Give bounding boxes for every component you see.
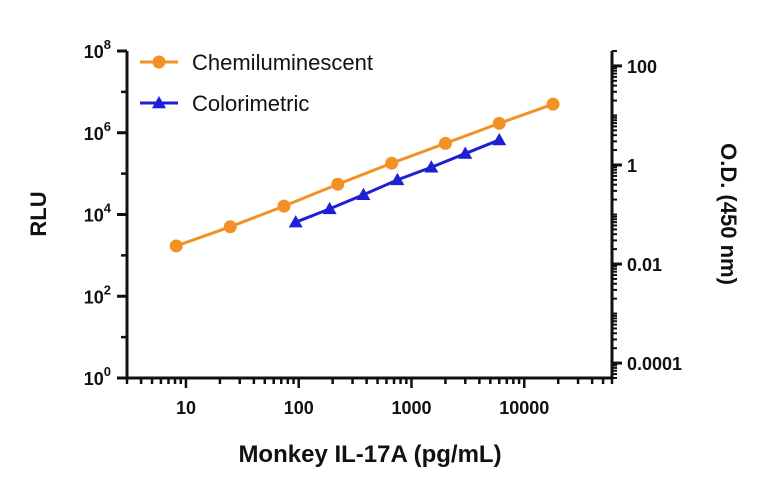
y2-tick-label: 100 xyxy=(627,57,657,77)
data-point xyxy=(390,172,405,186)
x-tick-label: 100 xyxy=(284,398,314,418)
legend-label: Colorimetric xyxy=(192,91,309,116)
legend: Chemiluminescent Colorimetric xyxy=(140,50,373,116)
data-point xyxy=(385,156,399,170)
data-point xyxy=(223,220,237,234)
data-point xyxy=(424,160,439,173)
data-point xyxy=(492,132,507,146)
data-point xyxy=(458,146,473,159)
y2-tick-label: 0.0001 xyxy=(627,354,682,374)
legend-label: Chemiluminescent xyxy=(192,50,373,75)
x-tick-label: 1000 xyxy=(391,398,431,418)
legend-marker xyxy=(152,96,166,109)
y-tick-label: 104 xyxy=(84,201,112,226)
y-tick-label: 100 xyxy=(84,364,111,389)
y-axis-title: RLU xyxy=(26,191,51,236)
data-point xyxy=(546,97,560,111)
data-point xyxy=(438,136,452,150)
y2-axis-title: O.D. (450 nm) xyxy=(716,143,741,285)
x-axis-title: Monkey IL-17A (pg/mL) xyxy=(238,441,501,468)
data-point xyxy=(356,187,371,201)
series-layer xyxy=(169,97,560,253)
data-point xyxy=(169,239,183,253)
data-point xyxy=(322,201,337,215)
x-tick-label: 10000 xyxy=(499,398,549,418)
x-tick-label: 10 xyxy=(176,398,196,418)
y-tick-label: 106 xyxy=(84,119,111,144)
data-point xyxy=(277,199,291,213)
series-line-1 xyxy=(175,102,554,248)
data-point xyxy=(492,116,506,130)
y-tick-label: 108 xyxy=(84,37,111,62)
y-tick-label: 102 xyxy=(84,282,111,307)
axes: 10 100 1000 10000 100 102 104 106 108 0.0001 0.01 1… xyxy=(84,37,682,418)
data-point xyxy=(288,215,303,228)
y2-tick-label: 1 xyxy=(627,156,637,176)
y2-tick-label: 0.01 xyxy=(627,255,662,275)
legend-marker xyxy=(152,55,166,69)
data-point xyxy=(331,177,345,191)
